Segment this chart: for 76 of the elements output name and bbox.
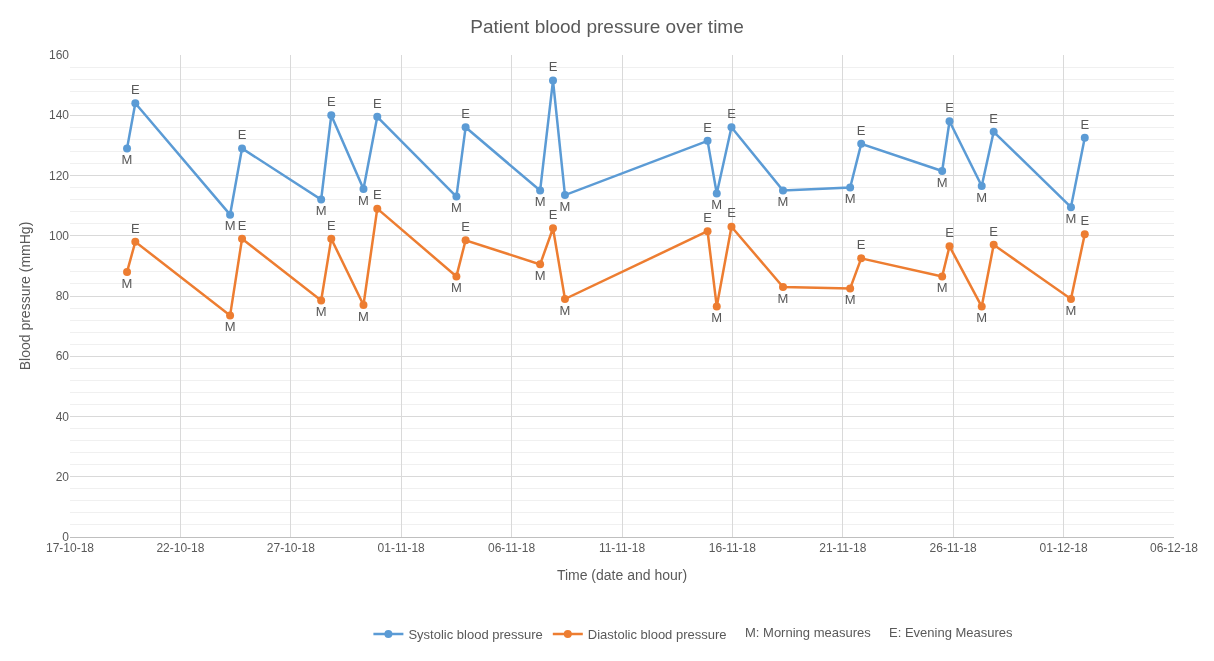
data-label: M [450,280,462,296]
y-tick-label: 100 [48,228,70,243]
y-tick-label: 120 [48,168,70,183]
data-label: M [976,189,988,205]
data-label: E [945,100,955,116]
y-tick-label: 60 [55,349,70,364]
data-label: M [450,200,462,216]
data-label: M [777,290,789,306]
data-label: M [224,218,236,234]
x-tick-label: 26-11-18 [929,541,978,556]
y-tick-label: 160 [48,48,70,63]
legend-label: Diastolic blood pressure [587,626,727,642]
data-label: E [727,106,737,122]
data-label: E [372,187,382,203]
data-label: E [130,81,140,97]
x-tick-label: 27-10-18 [266,541,316,556]
text: E: Evening Measures [889,625,1014,640]
data-label: M [121,275,133,291]
x-tick-label: 01-11-18 [377,541,426,556]
x-tick-label: 16-11-18 [708,541,757,556]
x-tick-label: 17-10-18 [45,541,95,556]
data-label: E [1080,116,1090,132]
data-label: M [315,203,327,219]
y-tick-label: 140 [48,108,70,123]
x-tick-label: 06-12-18 [1149,541,1199,556]
data-label: M [936,280,948,296]
text: M: Morning measures [745,625,872,640]
data-label: E [989,110,999,126]
data-label: E [461,106,471,122]
data-label: M [976,310,988,326]
data-label: M [711,197,723,213]
data-label: M [534,194,546,210]
y-axis-title: Blood pressure (mmHg) [16,221,33,371]
data-label: E [856,122,866,138]
x-tick-label: 21-11-18 [819,541,867,556]
x-axis-title: Time (date and hour) [556,566,688,583]
x-tick-label: 01-12-18 [1039,541,1088,556]
data-label: M [121,152,133,168]
data-label: M [559,198,571,214]
data-label: E [727,205,737,221]
data-label: M [1065,302,1077,318]
x-tick-label: 06-11-18 [488,541,536,556]
data-label: M [315,304,327,320]
data-label: M [844,191,856,207]
data-label: E [856,237,866,253]
data-label: M [358,192,369,208]
data-label: M [358,308,369,324]
data-label: E [1080,212,1090,228]
data-label: E [945,225,955,241]
data-label: E [548,206,558,222]
y-tick-label: 80 [55,289,70,304]
data-label: E [326,94,336,109]
data-label: E [461,219,471,235]
data-label: E [237,127,247,143]
data-label: E [237,217,247,233]
data-label: E [548,59,558,75]
data-label: M [1065,210,1077,226]
data-label: E [130,220,140,236]
data-label: M [559,302,571,318]
y-tick-label: 40 [55,409,70,424]
legend-label: Systolic blood pressure [408,626,543,642]
data-label: E [703,209,713,225]
data-label: M [224,319,236,335]
data-label: E [703,119,713,135]
y-tick-label: 20 [55,469,70,484]
data-label: M [711,310,723,326]
data-label: M [844,292,856,308]
data-label: E [326,217,336,233]
x-tick-label: 11-11-18 [598,541,646,556]
data-label: E [989,223,999,239]
chart-title: Patient blood pressure over time [470,16,744,38]
data-label: M [936,174,948,190]
data-label: M [777,194,789,210]
data-label: E [372,95,382,111]
x-tick-label: 22-10-18 [156,541,205,556]
data-label: M [534,268,546,284]
